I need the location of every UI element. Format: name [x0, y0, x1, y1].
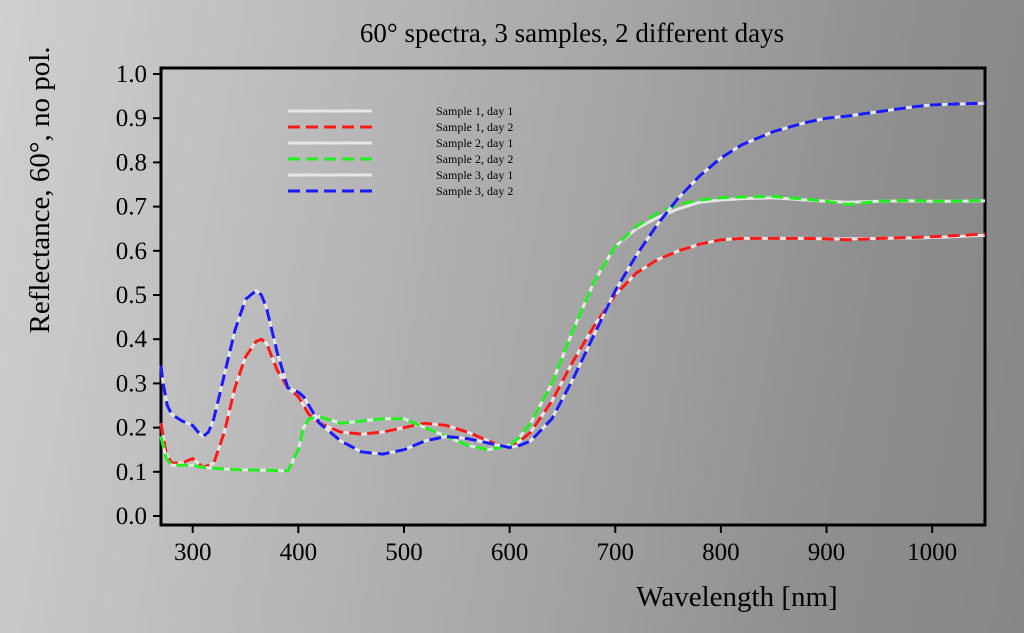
y-axis-ticks: 0.0 0.1 0.2 0.3 0.4 0.5 0.6 0.7 0.8 0.9 1.0 — [116, 61, 161, 530]
x-tick-label: 400 — [280, 539, 318, 566]
legend: Sample 1, day 1 Sample 1, day 2 Sample 2, … — [288, 104, 513, 198]
legend-label: Sample 2, day 2 — [436, 152, 513, 166]
x-tick-label: 1000 — [907, 539, 957, 566]
legend-label: Sample 1, day 2 — [436, 120, 513, 134]
plot-frame — [159, 66, 987, 527]
y-tick-label: 0.7 — [116, 194, 147, 221]
x-tick-label: 300 — [174, 539, 212, 566]
series-layer — [159, 101, 986, 473]
series-line-6 — [159, 101, 986, 456]
y-tick-label: 0.0 — [116, 503, 147, 530]
x-tick-label: 600 — [491, 539, 529, 566]
y-tick-label: 0.4 — [116, 326, 148, 353]
chart-title: 60° spectra, 3 samples, 2 different days — [360, 18, 784, 48]
x-tick-label: 800 — [702, 539, 740, 566]
legend-label: Sample 3, day 1 — [436, 168, 513, 182]
series-line-4 — [159, 194, 986, 473]
y-tick-label: 0.2 — [116, 415, 147, 442]
series-line-1 — [159, 233, 986, 469]
y-tick-label: 0.9 — [116, 105, 147, 132]
x-tick-label: 700 — [597, 539, 635, 566]
y-tick-label: 0.8 — [116, 149, 147, 176]
y-tick-label: 0.6 — [116, 238, 147, 265]
x-tick-label: 500 — [385, 539, 423, 566]
series-line-5 — [159, 101, 986, 456]
x-axis-label: Wavelength [nm] — [636, 581, 837, 613]
y-tick-label: 0.5 — [116, 282, 147, 309]
x-axis-ticks: 300 400 500 600 700 800 900 1000 — [174, 525, 957, 566]
legend-label: Sample 2, day 1 — [436, 136, 513, 150]
y-tick-label: 0.3 — [116, 370, 147, 397]
x-tick-label: 900 — [808, 539, 846, 566]
y-tick-label: 0.1 — [116, 459, 147, 486]
legend-label: Sample 1, day 1 — [436, 104, 513, 118]
series-line-2 — [159, 232, 986, 469]
y-tick-label: 1.0 — [116, 61, 147, 88]
plot-area: 0.0 0.1 0.2 0.3 0.4 0.5 0.6 0.7 0.8 0.9 1.0 300 400… — [116, 61, 987, 566]
legend-label: Sample 3, day 2 — [436, 184, 513, 198]
y-axis-label: Reflectance, 60°, no pol. — [24, 47, 56, 334]
